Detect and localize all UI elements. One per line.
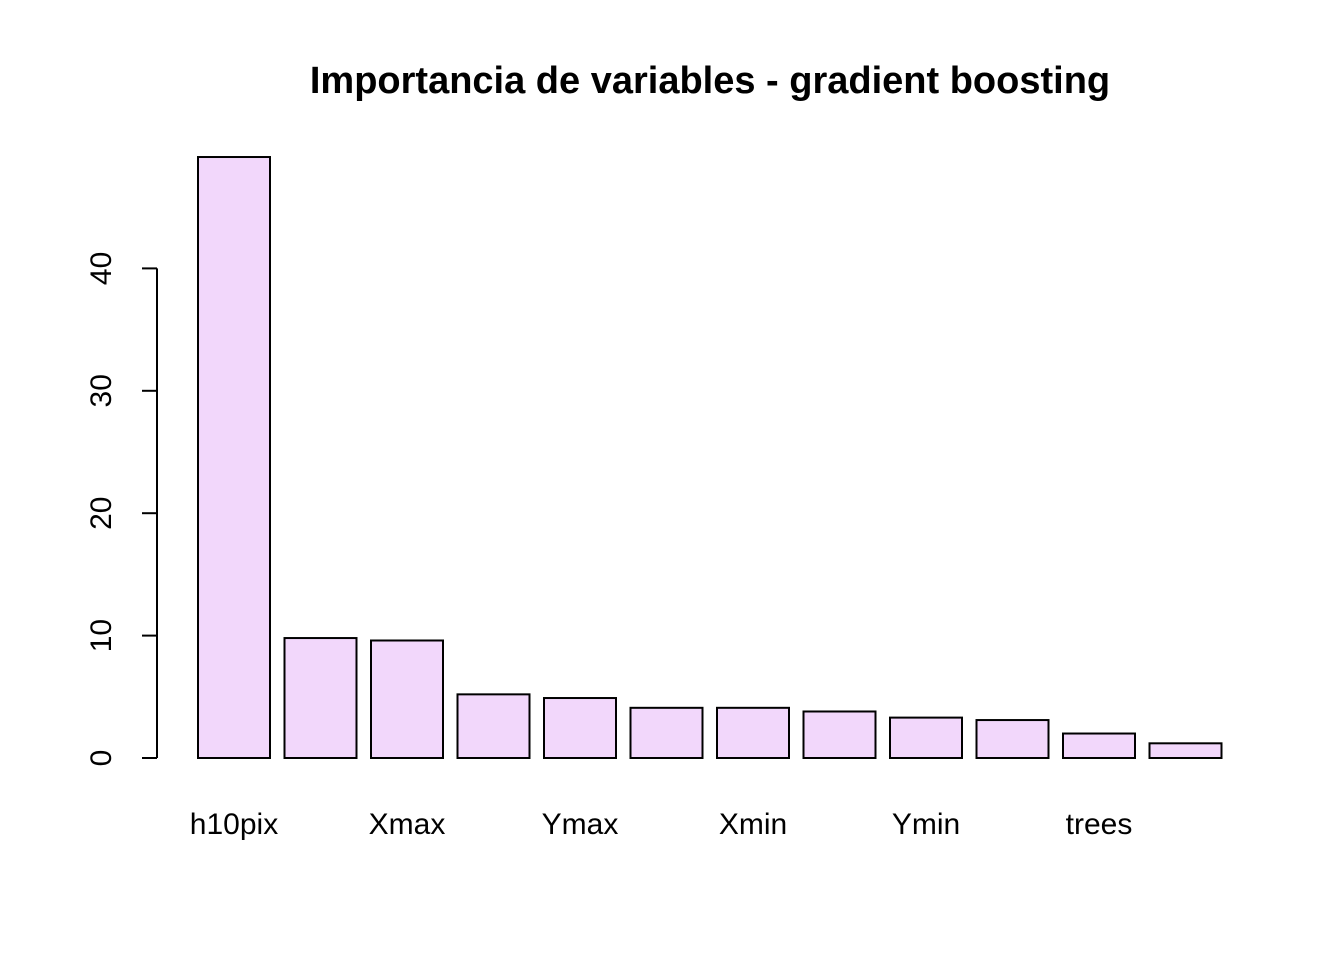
- y-tick-label-0: 0: [85, 750, 118, 767]
- bar-11: [1062, 732, 1136, 760]
- x-tick-label-ymin: Ymin: [892, 808, 960, 841]
- x-tick-label-trees: trees: [1066, 808, 1133, 841]
- y-tick-label-30: 30: [85, 374, 118, 407]
- chart-title: Importancia de variables - gradient boos…: [310, 60, 1110, 102]
- y-tick-label-40: 40: [85, 252, 118, 285]
- bar-6: [629, 706, 704, 759]
- bar-5: [543, 697, 617, 759]
- y-tick-label-10: 10: [85, 619, 118, 652]
- x-tick-label-xmin: Xmin: [719, 808, 787, 841]
- x-tick-label-h10pix: h10pix: [190, 808, 278, 841]
- bar-2: [283, 637, 358, 759]
- bar-3: [370, 639, 444, 759]
- x-axis-labels: h10pix Xmax Ymax Xmin Ymin trees: [190, 808, 1133, 841]
- x-tick-label-xmax: Xmax: [369, 808, 446, 841]
- bar-12: [1148, 742, 1223, 760]
- bar-4: [456, 693, 531, 759]
- bar-10: [975, 719, 1050, 760]
- y-axis: 0 10 20 30 40: [85, 252, 158, 767]
- x-tick-label-ymax: Ymax: [542, 808, 619, 841]
- y-tick-label-20: 20: [85, 497, 118, 530]
- bar-7: [716, 706, 790, 759]
- bar-1: [197, 156, 271, 760]
- bar-9: [889, 716, 963, 759]
- bars: [197, 156, 1223, 760]
- bar-8: [802, 710, 877, 759]
